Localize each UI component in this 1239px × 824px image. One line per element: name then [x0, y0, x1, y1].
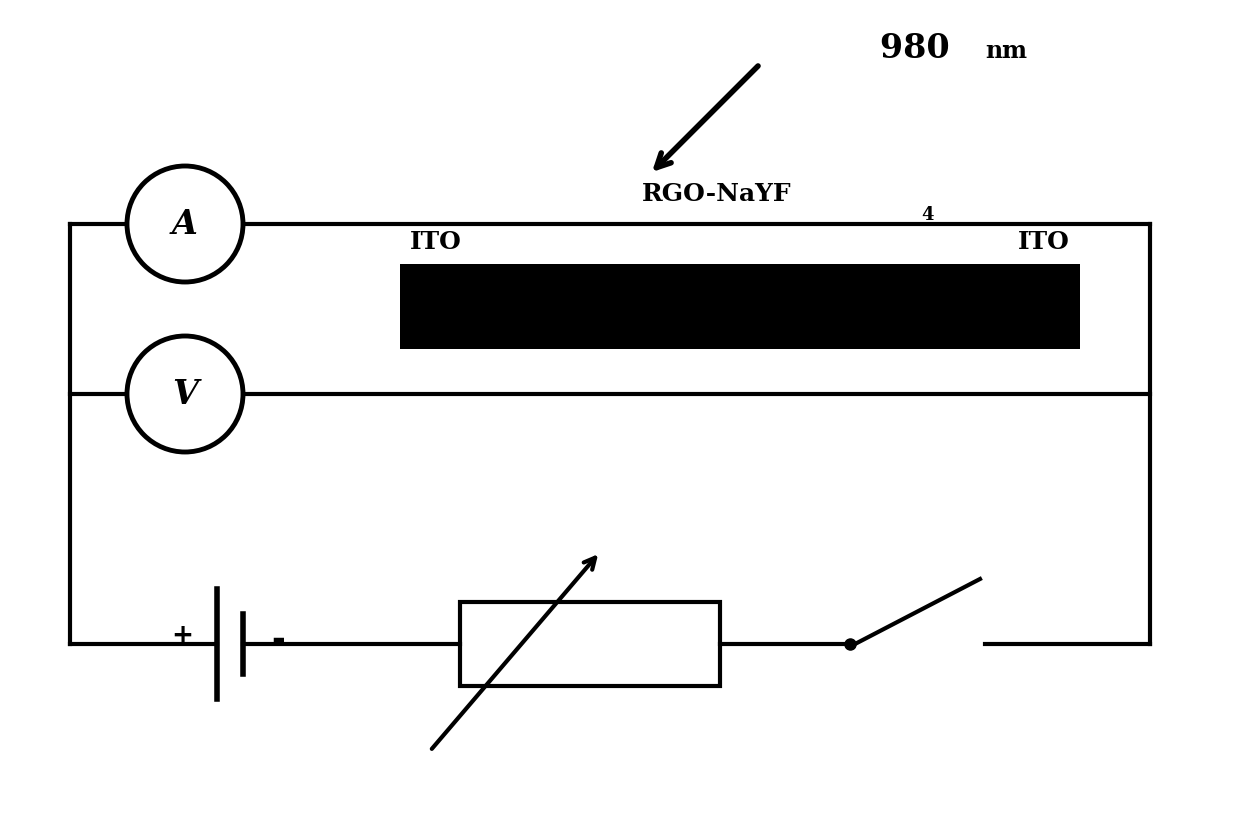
- Bar: [400, 264, 1080, 349]
- Text: V: V: [172, 377, 198, 410]
- Text: ITO: ITO: [1018, 230, 1070, 254]
- Text: A: A: [172, 208, 198, 241]
- Circle shape: [128, 166, 243, 282]
- Text: nm: nm: [985, 39, 1027, 63]
- Text: +: +: [171, 623, 193, 649]
- Circle shape: [128, 336, 243, 452]
- Text: ITO: ITO: [410, 230, 462, 254]
- Text: -: -: [271, 622, 285, 656]
- Text: 4: 4: [922, 206, 934, 224]
- Bar: [460, 602, 720, 686]
- Text: RGO-NaYF: RGO-NaYF: [642, 182, 792, 206]
- Text: 980: 980: [880, 32, 961, 65]
